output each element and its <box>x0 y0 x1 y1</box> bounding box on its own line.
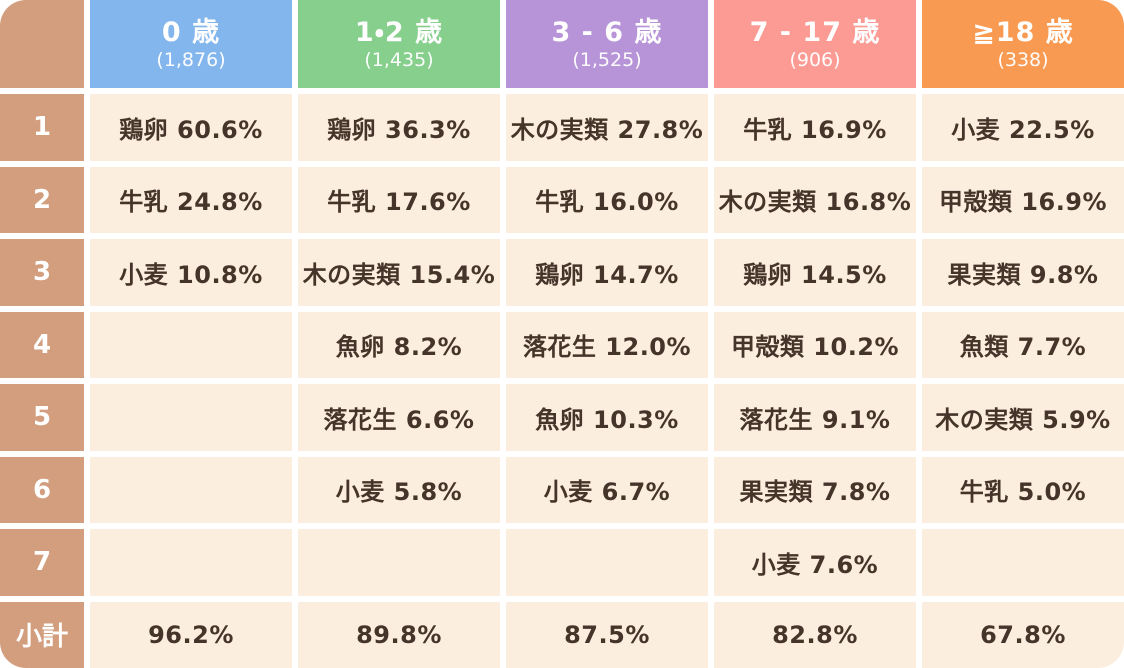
allergen-cell: 落花生 9.1% <box>714 384 916 451</box>
age-column-header-4: ≧18 歳 (338) <box>922 0 1124 88</box>
allergen-cell: 小麦 5.8% <box>298 456 500 523</box>
age-column-header-3: 7 - 17 歳 (906) <box>714 0 916 88</box>
allergen-cell <box>90 311 292 378</box>
rank-label-5: 5 <box>0 384 84 451</box>
subtotal-cell: 67.8% <box>922 601 1124 668</box>
allergen-cell: 牛乳 5.0% <box>922 456 1124 523</box>
sample-count: (1,876) <box>156 48 226 71</box>
age-column-header-2: 3 - 6 歳 (1,525) <box>506 0 708 88</box>
allergen-cell: 果実類 9.8% <box>922 239 1124 306</box>
allergen-cell: 鶏卵 36.3% <box>298 94 500 161</box>
rank-label-4: 4 <box>0 311 84 378</box>
sample-count: (338) <box>997 48 1049 71</box>
allergen-cell <box>90 456 292 523</box>
allergen-cell: 牛乳 24.8% <box>90 166 292 233</box>
allergen-cell: 魚類 7.7% <box>922 311 1124 378</box>
age-label: 1・2 歳 <box>354 16 444 48</box>
sample-count: (906) <box>789 48 841 71</box>
allergen-cell: 木の実類 15.4% <box>298 239 500 306</box>
subtotal-cell: 82.8% <box>714 601 916 668</box>
rank-label-2: 2 <box>0 166 84 233</box>
allergen-cell: 甲殻類 16.9% <box>922 166 1124 233</box>
allergen-cell: 小麦 6.7% <box>506 456 708 523</box>
allergen-cell: 落花生 12.0% <box>506 311 708 378</box>
allergen-cell: 牛乳 16.0% <box>506 166 708 233</box>
allergen-cell: 落花生 6.6% <box>298 384 500 451</box>
age-label: 3 - 6 歳 <box>551 16 663 48</box>
rank-label-1: 1 <box>0 94 84 161</box>
allergen-cell: 牛乳 17.6% <box>298 166 500 233</box>
allergen-cell <box>922 529 1124 596</box>
subtotal-row-label: 小計 <box>0 601 84 668</box>
allergen-cell: 小麦 7.6% <box>714 529 916 596</box>
rank-label-7: 7 <box>0 529 84 596</box>
allergen-cell: 木の実類 16.8% <box>714 166 916 233</box>
allergen-cell: 魚卵 8.2% <box>298 311 500 378</box>
allergen-cell: 鶏卵 14.5% <box>714 239 916 306</box>
corner-cell <box>0 0 84 88</box>
allergen-cell: 鶏卵 14.7% <box>506 239 708 306</box>
allergen-cell <box>506 529 708 596</box>
age-label: ≧18 歳 <box>972 16 1074 48</box>
allergen-cell: 小麦 10.8% <box>90 239 292 306</box>
rank-label-3: 3 <box>0 239 84 306</box>
age-column-header-1: 1・2 歳 (1,435) <box>298 0 500 88</box>
allergen-cell: 果実類 7.8% <box>714 456 916 523</box>
allergen-cell: 牛乳 16.9% <box>714 94 916 161</box>
subtotal-cell: 96.2% <box>90 601 292 668</box>
sample-count: (1,525) <box>572 48 642 71</box>
subtotal-cell: 87.5% <box>506 601 708 668</box>
sample-count: (1,435) <box>364 48 434 71</box>
age-label: 7 - 17 歳 <box>749 16 881 48</box>
allergen-cell <box>90 384 292 451</box>
allergen-cell: 甲殻類 10.2% <box>714 311 916 378</box>
allergen-cell: 木の実類 27.8% <box>506 94 708 161</box>
allergen-cell: 鶏卵 60.6% <box>90 94 292 161</box>
allergen-cell: 小麦 22.5% <box>922 94 1124 161</box>
rank-label-6: 6 <box>0 456 84 523</box>
allergen-cell: 魚卵 10.3% <box>506 384 708 451</box>
age-column-header-0: 0 歳 (1,876) <box>90 0 292 88</box>
allergen-cell <box>90 529 292 596</box>
subtotal-cell: 89.8% <box>298 601 500 668</box>
age-label: 0 歳 <box>161 16 221 48</box>
allergen-cell: 木の実類 5.9% <box>922 384 1124 451</box>
allergen-cell <box>298 529 500 596</box>
